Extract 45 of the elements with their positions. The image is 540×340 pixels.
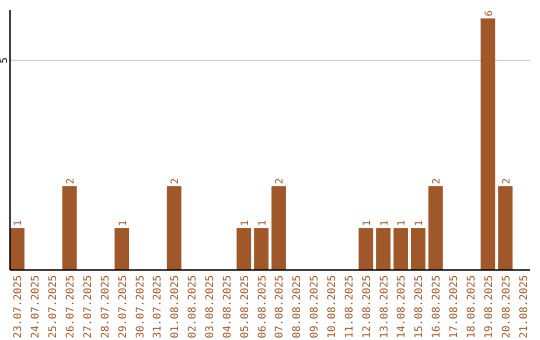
- x-tick-label: 04.08.2025: [221, 275, 234, 338]
- y-tick-label: 5: [0, 57, 10, 64]
- x-tick-label: 18.08.2025: [465, 275, 478, 338]
- data-label: 2: [66, 178, 77, 184]
- data-label: 2: [432, 178, 443, 184]
- data-label: 1: [240, 220, 251, 226]
- x-tick-label: 13.08.2025: [378, 275, 390, 338]
- x-tick-label: 20.08.2025: [500, 275, 512, 338]
- x-tick-label: 08.08.2025: [291, 275, 304, 338]
- x-tick-label: 01.08.2025: [169, 275, 182, 338]
- data-label: 2: [274, 178, 286, 184]
- x-tick-label: 05.08.2025: [238, 275, 251, 338]
- x-tick-label: 15.08.2025: [413, 275, 426, 338]
- x-tick-label: 06.08.2025: [256, 275, 268, 338]
- data-label: 1: [362, 220, 373, 226]
- x-tick-label: 19.08.2025: [482, 275, 495, 338]
- data-label: 1: [13, 220, 24, 226]
- data-label: 1: [379, 220, 390, 226]
- x-tick-label: 21.08.2025: [518, 275, 530, 338]
- x-tick-label: 29.07.2025: [116, 275, 129, 338]
- x-tick-label: 26.07.2025: [64, 275, 77, 338]
- data-label: 6: [484, 10, 495, 16]
- x-tick-label: 11.08.2025: [343, 275, 356, 338]
- x-tick-label: 10.08.2025: [326, 275, 338, 338]
- x-tick-label: 12.08.2025: [360, 275, 373, 338]
- x-tick-label: 23.07.2025: [12, 275, 24, 338]
- x-tick-label: 17.08.2025: [448, 275, 460, 338]
- x-tick-label: 07.08.2025: [274, 275, 286, 338]
- data-label: 1: [414, 220, 426, 226]
- x-tick-label: 02.08.2025: [186, 275, 199, 338]
- x-tick-label: 28.07.2025: [99, 275, 112, 338]
- x-tick-label: 16.08.2025: [430, 275, 443, 338]
- data-label: 1: [396, 220, 408, 226]
- x-tick-label: 24.07.2025: [30, 275, 42, 338]
- x-tick-label: 03.08.2025: [204, 275, 216, 338]
- x-tick-label: 30.07.2025: [134, 275, 146, 338]
- x-tick-label: 25.07.2025: [47, 275, 60, 338]
- x-tick-label: 14.08.2025: [396, 275, 408, 338]
- x-tick-label: 09.08.2025: [308, 275, 321, 338]
- x-tick-label: 31.07.2025: [152, 275, 164, 338]
- data-label: 1: [257, 220, 268, 226]
- data-label: 2: [501, 178, 512, 184]
- x-tick-label: 27.07.2025: [82, 275, 94, 338]
- data-label: 1: [118, 220, 129, 226]
- data-label: 2: [170, 178, 182, 184]
